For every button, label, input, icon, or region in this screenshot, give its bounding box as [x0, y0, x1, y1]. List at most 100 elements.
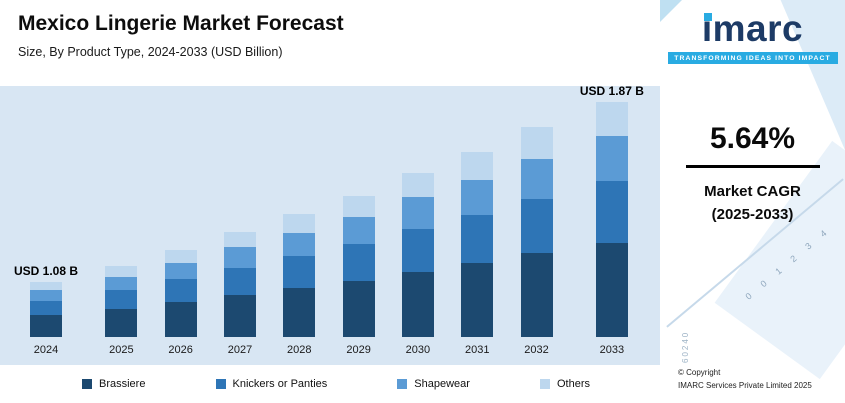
chart-legend: Brassiere Knickers or Panties Shapewear Oth… — [0, 365, 660, 403]
x-axis-label-2024: 2024 — [33, 344, 59, 356]
bar-segment-shapewear[interactable] — [30, 290, 63, 301]
bar-segment-shapewear[interactable] — [520, 159, 553, 199]
stacked-bar-2025[interactable] — [105, 266, 138, 337]
bars: USD 1.08 B 2024 2025 2026 2027 2028 2029 2030 20… — [0, 84, 660, 365]
bar-segment-brassiere[interactable] — [105, 308, 138, 337]
legend-swatch-icon — [215, 379, 226, 389]
bar-segment-others[interactable] — [342, 196, 375, 218]
legend-swatch-icon — [539, 379, 550, 389]
bar-segment-knickers-or-panties[interactable] — [164, 279, 197, 303]
sidebar: 0 0 1 2 3 4 60240 ımarc TRANSFORMING IDE… — [660, 0, 845, 403]
legend-label: Brassiere — [99, 378, 146, 390]
imarc-logo: ımarc TRANSFORMING IDEAS INTO IMPACT — [660, 10, 845, 64]
bar-segment-brassiere[interactable] — [595, 242, 628, 337]
bar-segment-shapewear[interactable] — [342, 217, 375, 245]
bar-value-label-2024: USD 1.08 B — [14, 264, 79, 279]
legend-item-knickers-or-panties: Knickers or Panties — [215, 378, 328, 390]
bar-column-2033: USD 1.87 B 2033 — [580, 84, 644, 357]
imarc-tagline: TRANSFORMING IDEAS INTO IMPACT — [667, 52, 838, 64]
stacked-bar-2031[interactable] — [461, 152, 494, 337]
cagr-underline — [685, 165, 820, 168]
bar-segment-others[interactable] — [401, 173, 434, 198]
bar-column-2032: 2032 — [520, 127, 553, 357]
bar-segment-shapewear[interactable] — [401, 197, 434, 229]
bar-column-2025: 2025 — [105, 266, 138, 357]
x-axis-label-2028: 2028 — [287, 344, 312, 356]
bar-segment-knickers-or-panties[interactable] — [401, 228, 434, 272]
bar-segment-others[interactable] — [283, 214, 316, 233]
legend-item-shapewear: Shapewear — [397, 378, 470, 390]
legend-item-brassiere: Brassiere — [82, 378, 145, 390]
chart-plot-area: USD 1.08 B 2024 2025 2026 2027 2028 2029 2030 20… — [0, 84, 660, 365]
stacked-bar-2027[interactable] — [223, 232, 256, 337]
bar-segment-others[interactable] — [520, 127, 553, 160]
bar-value-label-2033: USD 1.87 B — [579, 84, 644, 99]
bar-segment-knickers-or-panties[interactable] — [283, 255, 316, 288]
x-axis-label-2026: 2026 — [168, 344, 193, 356]
bar-segment-knickers-or-panties[interactable] — [105, 290, 138, 309]
bar-segment-brassiere[interactable] — [342, 281, 375, 337]
cagr-block: 5.64% Market CAGR (2025-2033) — [660, 122, 845, 227]
bar-segment-others[interactable] — [30, 282, 63, 291]
bar-column-2030: 2030 — [401, 173, 434, 357]
stacked-bar-2028[interactable] — [283, 214, 316, 337]
bar-segment-knickers-or-panties[interactable] — [342, 244, 375, 281]
bar-segment-brassiere[interactable] — [30, 315, 63, 337]
x-axis-label-2033: 2033 — [599, 344, 625, 356]
x-axis-label-2027: 2027 — [227, 344, 253, 356]
bar-segment-shapewear[interactable] — [461, 180, 494, 215]
bar-column-2027: 2027 — [223, 232, 256, 357]
x-axis-label-2031: 2031 — [464, 344, 490, 356]
stacked-bar-2026[interactable] — [164, 250, 197, 337]
bar-segment-others[interactable] — [595, 102, 628, 136]
bar-segment-knickers-or-panties[interactable] — [223, 267, 256, 295]
stacked-bar-2024[interactable] — [30, 282, 63, 337]
x-axis-label-2025: 2025 — [109, 344, 134, 356]
legend-swatch-icon — [397, 379, 408, 389]
bar-segment-knickers-or-panties[interactable] — [461, 214, 494, 263]
legend-label: Shapewear — [414, 378, 470, 390]
chart-header: Mexico Lingerie Market Forecast Size, By… — [0, 0, 660, 86]
stacked-bar-2030[interactable] — [401, 173, 434, 337]
x-axis-label-2030: 2030 — [405, 344, 431, 356]
bar-segment-brassiere[interactable] — [520, 253, 553, 337]
legend-label: Knickers or Panties — [232, 378, 328, 390]
bar-segment-brassiere[interactable] — [223, 295, 256, 337]
bar-segment-shapewear[interactable] — [223, 247, 256, 268]
bar-segment-brassiere[interactable] — [461, 263, 494, 337]
bar-segment-brassiere[interactable] — [283, 287, 316, 337]
stacked-bar-2029[interactable] — [342, 196, 375, 337]
imarc-logo-text: ımarc — [701, 8, 804, 49]
bar-column-2028: 2028 — [283, 214, 316, 357]
bar-column-2029: 2029 — [342, 196, 375, 357]
bar-segment-others[interactable] — [164, 250, 197, 263]
x-axis-label-2032: 2032 — [524, 344, 549, 356]
legend-swatch-icon — [82, 379, 92, 389]
bar-segment-knickers-or-panties[interactable] — [30, 300, 63, 316]
bar-segment-brassiere[interactable] — [401, 271, 434, 337]
bar-segment-knickers-or-panties[interactable] — [520, 198, 553, 254]
chart-section: Mexico Lingerie Market Forecast Size, By… — [0, 0, 660, 403]
decorative-shape-top-left — [660, 0, 682, 22]
stacked-bar-2033[interactable] — [595, 102, 628, 337]
bar-segment-shapewear[interactable] — [283, 232, 316, 256]
bar-segment-shapewear[interactable] — [164, 262, 197, 280]
cagr-value: 5.64% — [709, 122, 796, 155]
page-subtitle: Size, By Product Type, 2024-2033 (USD Bi… — [18, 45, 283, 59]
bar-segment-others[interactable] — [105, 266, 138, 277]
imarc-logo-dot-icon — [703, 13, 712, 21]
bar-segment-shapewear[interactable] — [105, 276, 138, 291]
bar-segment-others[interactable] — [461, 152, 494, 181]
cagr-label-line2: (2025-2033) — [711, 206, 794, 224]
stacked-bar-2032[interactable] — [520, 127, 553, 337]
bar-column-2026: 2026 — [164, 250, 197, 357]
bar-segment-shapewear[interactable] — [595, 135, 628, 182]
bar-segment-knickers-or-panties[interactable] — [595, 181, 628, 243]
cagr-label-line1: Market CAGR — [704, 183, 801, 200]
bar-segment-brassiere[interactable] — [164, 302, 197, 337]
bar-segment-others[interactable] — [223, 232, 256, 248]
legend-item-others: Others — [539, 378, 590, 390]
bar-column-2031: 2031 — [461, 152, 494, 357]
x-axis-label-2029: 2029 — [346, 344, 371, 356]
